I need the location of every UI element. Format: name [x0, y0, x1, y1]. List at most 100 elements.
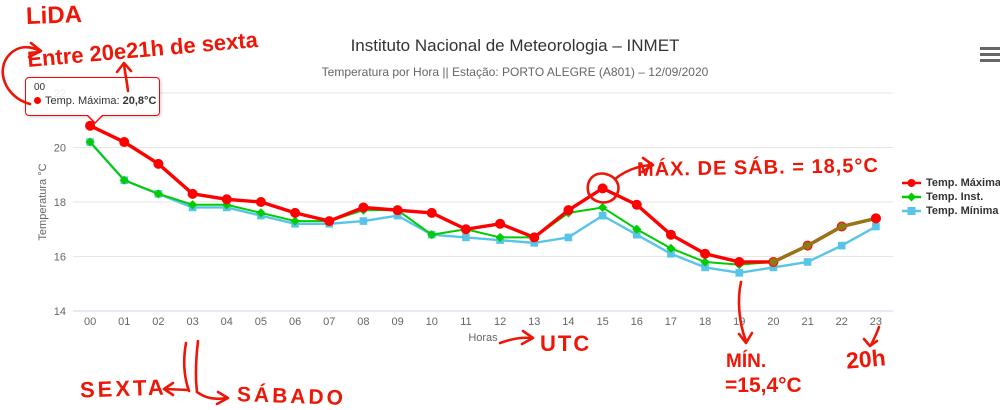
- data-point-temp-m-nima21[interactable]: [803, 258, 812, 266]
- hook-arrow: [1, 45, 42, 106]
- x-tick-label-08: 08: [357, 316, 369, 328]
- min-arrowhead: [737, 331, 754, 345]
- tooltip-series-label: Temp. Máxima:: [45, 95, 120, 107]
- x-tick-label-06: 06: [289, 316, 301, 328]
- data-point-temp-m-xima13[interactable]: [529, 232, 540, 243]
- x-tick-label-05: 05: [255, 316, 267, 328]
- legend-item-square[interactable]: Temp. Mínima: [901, 204, 1000, 218]
- x-tick-label-02: 02: [152, 316, 164, 328]
- overlap-point-22[interactable]: [837, 222, 846, 231]
- data-point-temp-m-xima07[interactable]: [324, 216, 335, 227]
- data-point-temp-maxima-23[interactable]: [870, 213, 881, 224]
- sabado-arrow: [195, 390, 228, 401]
- data-point-temp-inst-00[interactable]: [85, 137, 95, 147]
- data-point-temp-inst-18[interactable]: [700, 257, 710, 267]
- chart-legend: Temp. Máxima Temp. Inst. Temp. Mínima: [901, 176, 1000, 218]
- data-point-temp-m-xima11[interactable]: [460, 224, 471, 235]
- tooltip-up-arrowhead: [115, 61, 133, 74]
- x-tick-label-16: 16: [631, 316, 643, 328]
- data-point-temp-inst-02[interactable]: [153, 189, 164, 199]
- min-arrow: [737, 280, 748, 343]
- chart-tooltip: 00 Temp. Máxima: 20,8°C: [25, 77, 160, 124]
- overlap-maxima-inst-line: [771, 216, 878, 264]
- data-point-temp-m-xima19[interactable]: [734, 256, 745, 267]
- data-point-temp-m-xima10[interactable]: [426, 207, 437, 218]
- data-point-temp-m-nima15[interactable]: [598, 211, 607, 220]
- data-point-temp-m-xima02[interactable]: [153, 158, 164, 169]
- data-point-temp-m-xima18[interactable]: [700, 248, 711, 259]
- data-point-temp-m-xima09[interactable]: [392, 205, 403, 216]
- data-point-temp-inst-05[interactable]: [256, 208, 266, 218]
- data-point-temp-inst-06[interactable]: [290, 216, 300, 226]
- overlap-point-20[interactable]: [769, 257, 778, 266]
- y-tick-label: 18: [54, 197, 66, 209]
- x-tick-label-15: 15: [596, 316, 608, 328]
- x-tick-label-18: 18: [699, 316, 711, 328]
- day-divider-bar: [194, 339, 200, 394]
- data-point-temp-m-nima18[interactable]: [701, 263, 709, 272]
- annotation-sexta: SEXTA: [79, 374, 168, 403]
- export-menu-icon[interactable]: [980, 47, 1000, 65]
- data-point-temp-m-xima15[interactable]: [597, 183, 608, 194]
- data-point-temp-inst-12[interactable]: [495, 232, 505, 243]
- chart-title: Instituto Nacional de Meteorologia – INM…: [350, 36, 680, 55]
- utc-arrow: [498, 336, 533, 345]
- data-point-temp-m-nima14[interactable]: [564, 233, 573, 242]
- menu-bar: [980, 53, 1000, 56]
- annotation-20h: 20h: [844, 344, 887, 374]
- annotation-min-value: =15,4°C: [725, 374, 802, 397]
- x-tick-label-01: 01: [118, 316, 130, 328]
- series-line-circle: [88, 123, 878, 264]
- legend-label: Temp. Mínima: [926, 205, 999, 217]
- data-point-temp-m-xima12[interactable]: [495, 218, 506, 229]
- data-point-temp-m-nima20[interactable]: [769, 263, 778, 272]
- annotation-sabado: SÁBADO: [236, 383, 347, 410]
- data-point-temp-m-xima03[interactable]: [187, 188, 198, 199]
- data-point-temp-inst-01[interactable]: [119, 175, 129, 185]
- menu-bar: [980, 47, 1000, 50]
- data-point-temp-m-nima11[interactable]: [462, 233, 470, 242]
- legend-item-diamond[interactable]: Temp. Inst.: [901, 190, 1000, 204]
- series-color-dot: [34, 97, 41, 104]
- data-point-temp-m-xima17[interactable]: [665, 229, 676, 240]
- data-point-temp-m-nima19[interactable]: [735, 269, 744, 277]
- data-point-temp-m-xima14[interactable]: [563, 205, 574, 216]
- data-point-temp-m-xima16[interactable]: [631, 199, 642, 210]
- data-point-temp-inst-17[interactable]: [666, 243, 676, 253]
- x-tick-label-20: 20: [767, 316, 779, 328]
- data-point-temp-inst-15[interactable]: [597, 202, 608, 213]
- x-tick-label-10: 10: [426, 316, 438, 328]
- annotation-lida: LiDA: [25, 1, 83, 30]
- data-point-temp-m-nima16[interactable]: [632, 230, 641, 239]
- annotation-max-sabado: MÁX. DE SÁB. = 18,5°C: [636, 154, 880, 182]
- tooltip-row: Temp. Máxima: 20,8°C: [34, 95, 159, 107]
- data-point-temp-m-xima08[interactable]: [358, 202, 369, 213]
- data-point-temp-inst-16[interactable]: [632, 224, 642, 234]
- y-tick-label: 14: [54, 306, 66, 318]
- legend-item-circle[interactable]: Temp. Máxima: [901, 176, 1000, 190]
- 20h-arrowhead: [862, 337, 879, 348]
- data-point-temp-m-nima08[interactable]: [359, 217, 368, 225]
- overlap-point-21[interactable]: [803, 241, 812, 250]
- tooltip-pointer-fill: [88, 115, 102, 122]
- data-point-temp-m-xima06[interactable]: [290, 207, 301, 218]
- annotation-utc: UTC: [540, 331, 592, 356]
- data-point-temp-m-xima05[interactable]: [255, 197, 266, 207]
- y-axis-title: Temperatura °C: [37, 163, 49, 240]
- data-point-temp-m-xima04[interactable]: [221, 194, 232, 205]
- data-point-temp-m-nima23[interactable]: [872, 222, 880, 231]
- data-point-temp-inst-10[interactable]: [427, 230, 437, 240]
- tooltip-hour: 00: [34, 82, 46, 93]
- x-tick-label-21: 21: [801, 316, 813, 328]
- data-point-temp-inst-03[interactable]: [187, 200, 198, 210]
- x-tick-label-13: 13: [528, 316, 540, 328]
- data-point-temp-m-nima13[interactable]: [530, 239, 539, 247]
- data-point-temp-m-nima22[interactable]: [837, 241, 846, 250]
- data-point-temp-m-nima09[interactable]: [393, 211, 402, 220]
- data-point-temp-m-xima01[interactable]: [119, 137, 130, 148]
- x-tick-label-17: 17: [665, 316, 677, 328]
- data-point-temp-m-nima17[interactable]: [667, 249, 675, 258]
- legend-marker-diamond: [902, 192, 921, 202]
